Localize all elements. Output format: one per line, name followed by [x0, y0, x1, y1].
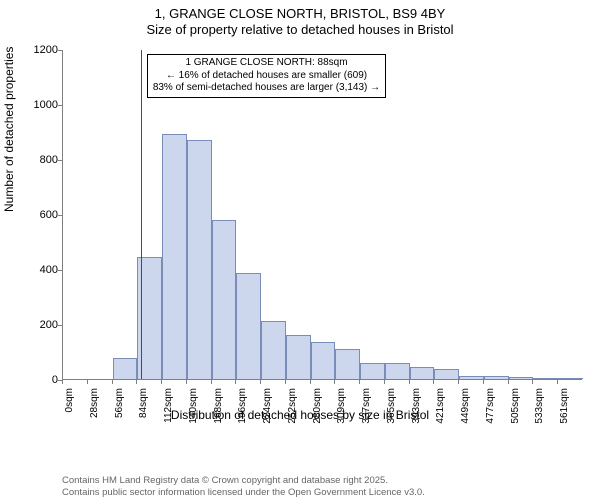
y-tick-label: 1200 [18, 44, 58, 56]
x-tick-mark [409, 380, 410, 384]
footer-attribution: Contains HM Land Registry data © Crown c… [62, 475, 425, 498]
histogram-bar [286, 335, 311, 379]
histogram-bar [335, 349, 360, 379]
histogram-bar [187, 140, 212, 379]
histogram-bar [162, 134, 187, 379]
y-tick-label: 800 [18, 154, 58, 166]
chart-wrap: Number of detached properties 0 200 400 600… [0, 42, 600, 442]
annotation-line3: 83% of semi-detached houses are larger (… [153, 82, 380, 95]
histogram-bar [261, 321, 286, 379]
y-tick-label: 0 [18, 374, 58, 386]
footer-line2: Contains public sector information licen… [62, 487, 425, 498]
annotation-line2: ← 16% of detached houses are smaller (60… [153, 70, 380, 83]
histogram-bar [410, 367, 435, 379]
histogram-bar [533, 378, 558, 379]
annotation-box: 1 GRANGE CLOSE NORTH: 88sqm ← 16% of det… [147, 54, 386, 98]
x-tick-mark [433, 380, 434, 384]
histogram-bar [360, 363, 385, 380]
title-sub: Size of property relative to detached ho… [0, 22, 600, 38]
histogram-bar [558, 378, 583, 379]
x-tick-mark [186, 380, 187, 384]
x-tick-mark [235, 380, 236, 384]
y-tick-label: 400 [18, 264, 58, 276]
x-tick-mark [483, 380, 484, 384]
y-tick-label: 200 [18, 319, 58, 331]
x-tick-mark [384, 380, 385, 384]
x-tick-mark [532, 380, 533, 384]
x-tick-mark [310, 380, 311, 384]
histogram-bar [459, 376, 484, 379]
y-axis-label: Number of detached properties [2, 47, 16, 212]
x-tick-mark [112, 380, 113, 384]
x-tick-mark [557, 380, 558, 384]
reference-line [141, 50, 142, 379]
title-block: 1, GRANGE CLOSE NORTH, BRISTOL, BS9 4BY … [0, 0, 600, 39]
x-tick-mark [260, 380, 261, 384]
x-tick-mark [161, 380, 162, 384]
x-tick-mark [334, 380, 335, 384]
x-tick-mark [359, 380, 360, 384]
chart-container: 1, GRANGE CLOSE NORTH, BRISTOL, BS9 4BY … [0, 0, 600, 500]
histogram-bar [236, 273, 261, 379]
histogram-bar [509, 377, 534, 379]
annotation-line1: 1 GRANGE CLOSE NORTH: 88sqm [153, 57, 380, 70]
x-tick-mark [458, 380, 459, 384]
histogram-bar [212, 220, 237, 380]
y-tick-label: 600 [18, 209, 58, 221]
footer-line1: Contains HM Land Registry data © Crown c… [62, 475, 425, 486]
x-axis-label: Distribution of detached houses by size … [0, 408, 600, 422]
x-tick-mark [508, 380, 509, 384]
histogram-bar [311, 342, 336, 379]
histogram-bar [484, 376, 509, 379]
x-tick-mark [285, 380, 286, 384]
plot-area: 1 GRANGE CLOSE NORTH: 88sqm ← 16% of det… [62, 50, 582, 380]
histogram-bar [434, 369, 459, 379]
histogram-bar [385, 363, 410, 380]
histogram-bar [113, 358, 138, 379]
title-main: 1, GRANGE CLOSE NORTH, BRISTOL, BS9 4BY [0, 6, 600, 22]
x-tick-mark [62, 380, 63, 384]
x-tick-mark [87, 380, 88, 384]
x-tick-mark [136, 380, 137, 384]
y-tick-label: 1000 [18, 99, 58, 111]
x-tick-mark [211, 380, 212, 384]
